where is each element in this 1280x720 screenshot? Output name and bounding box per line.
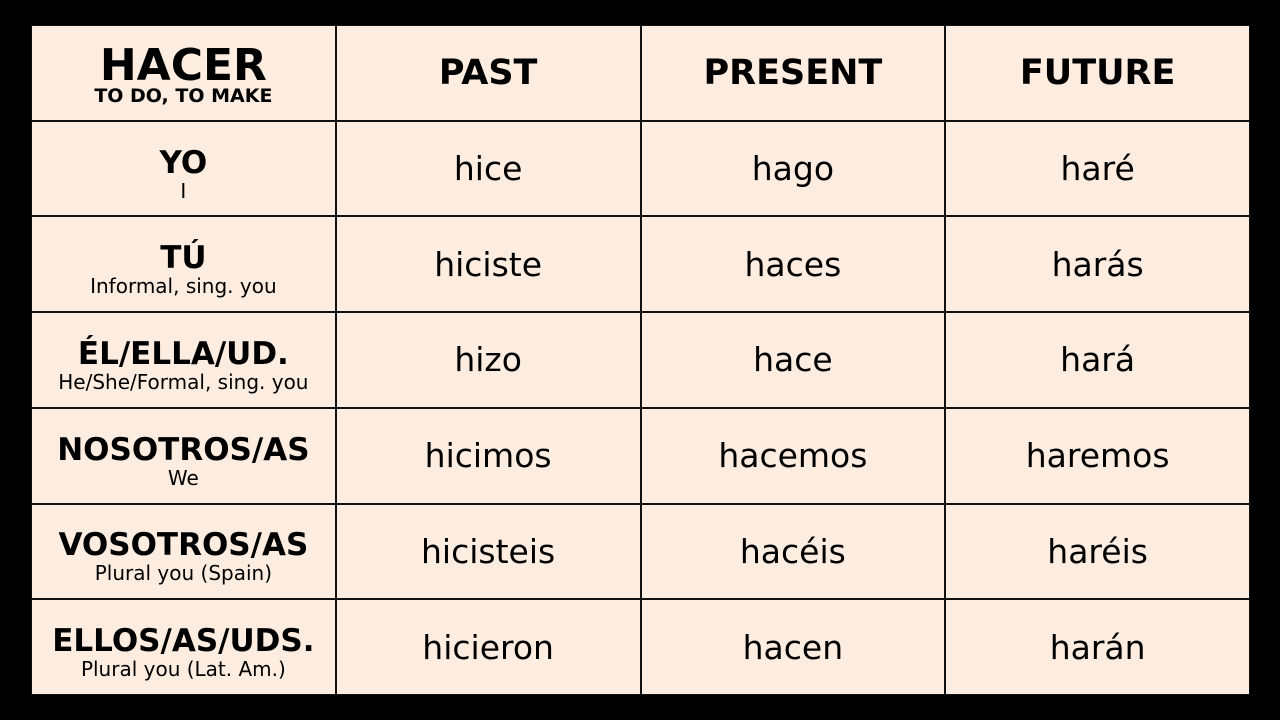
past-form: hiciste — [434, 244, 543, 284]
future-form-cell: hará — [946, 313, 1249, 407]
past-form-cell: hiciste — [336, 217, 640, 312]
past-form: hizo — [454, 340, 522, 380]
pronoun-cell: YO I — [32, 121, 335, 216]
verb-header-cell: HACER TO DO, TO MAKE — [32, 26, 335, 120]
present-form-cell: hago — [641, 121, 945, 216]
future-form-cell: haréis — [946, 504, 1249, 599]
future-form-cell: haremos — [946, 408, 1249, 503]
future-form-cell: haré — [946, 121, 1249, 216]
past-form: hicimos — [424, 436, 552, 476]
pronoun-cell: ÉL/ELLA/UD. He/She/Formal, sing. you — [32, 313, 335, 407]
pronoun: VOSOTROS/AS — [58, 527, 309, 564]
present-form: hacen — [742, 627, 844, 667]
past-form-cell: hizo — [336, 313, 640, 407]
past-form-cell: hicisteis — [336, 504, 640, 599]
pronoun-gloss: Plural you (Lat. Am.) — [80, 657, 286, 682]
pronoun-gloss: He/She/Formal, sing. you — [58, 369, 309, 394]
present-form-cell: hacéis — [641, 504, 945, 599]
pronoun-gloss: Informal, sing. you — [90, 274, 277, 299]
future-form: hará — [1060, 340, 1136, 380]
pronoun: TÚ — [160, 240, 207, 277]
pronoun-gloss: I — [180, 178, 187, 203]
pronoun-cell: NOSOTROS/AS We — [32, 408, 335, 503]
past-form-cell: hicimos — [336, 408, 640, 503]
present-form: hacéis — [739, 531, 846, 571]
present-form-cell: hacemos — [641, 408, 945, 503]
future-form: haré — [1060, 149, 1135, 189]
future-form: harás — [1051, 244, 1144, 284]
future-form: haréis — [1047, 531, 1148, 571]
pronoun-gloss: We — [167, 465, 199, 490]
pronoun-cell: VOSOTROS/AS Plural you (Spain) — [32, 504, 335, 599]
pronoun-cell: TÚ Informal, sing. you — [32, 217, 335, 312]
column-header-past: PAST — [336, 26, 640, 120]
past-form-cell: hicieron — [336, 600, 640, 694]
future-form: harán — [1049, 627, 1146, 667]
column-header-label: PAST — [438, 52, 538, 93]
present-form-cell: haces — [641, 217, 945, 312]
past-form-cell: hice — [336, 121, 640, 216]
past-form: hicieron — [422, 627, 554, 667]
present-form: hace — [753, 340, 833, 380]
present-form: hacemos — [718, 436, 868, 476]
pronoun: NOSOTROS/AS — [57, 431, 310, 468]
pronoun-cell: ELLOS/AS/UDS. Plural you (Lat. Am.) — [32, 600, 335, 694]
pronoun: ÉL/ELLA/UD. — [77, 335, 289, 372]
future-form-cell: harás — [946, 217, 1249, 312]
pronoun: ELLOS/AS/UDS. — [52, 623, 315, 660]
present-form: hago — [751, 149, 835, 189]
column-header-label: PRESENT — [703, 52, 883, 93]
verb-title: HACER — [99, 39, 267, 91]
past-form: hice — [453, 149, 523, 189]
future-form-cell: harán — [946, 600, 1249, 694]
verb-meaning: TO DO, TO MAKE — [94, 84, 273, 107]
present-form: haces — [744, 244, 842, 284]
column-header-label: FUTURE — [1019, 52, 1176, 93]
column-header-present: PRESENT — [641, 26, 945, 120]
past-form: hicisteis — [421, 531, 556, 571]
present-form-cell: hace — [641, 313, 945, 407]
column-header-future: FUTURE — [946, 26, 1249, 120]
conjugation-table: HACER TO DO, TO MAKE PAST PRESENT FUTURE… — [31, 25, 1250, 695]
pronoun: YO — [159, 144, 208, 181]
pronoun-gloss: Plural you (Spain) — [94, 561, 273, 586]
present-form-cell: hacen — [641, 600, 945, 694]
future-form: haremos — [1025, 436, 1170, 476]
